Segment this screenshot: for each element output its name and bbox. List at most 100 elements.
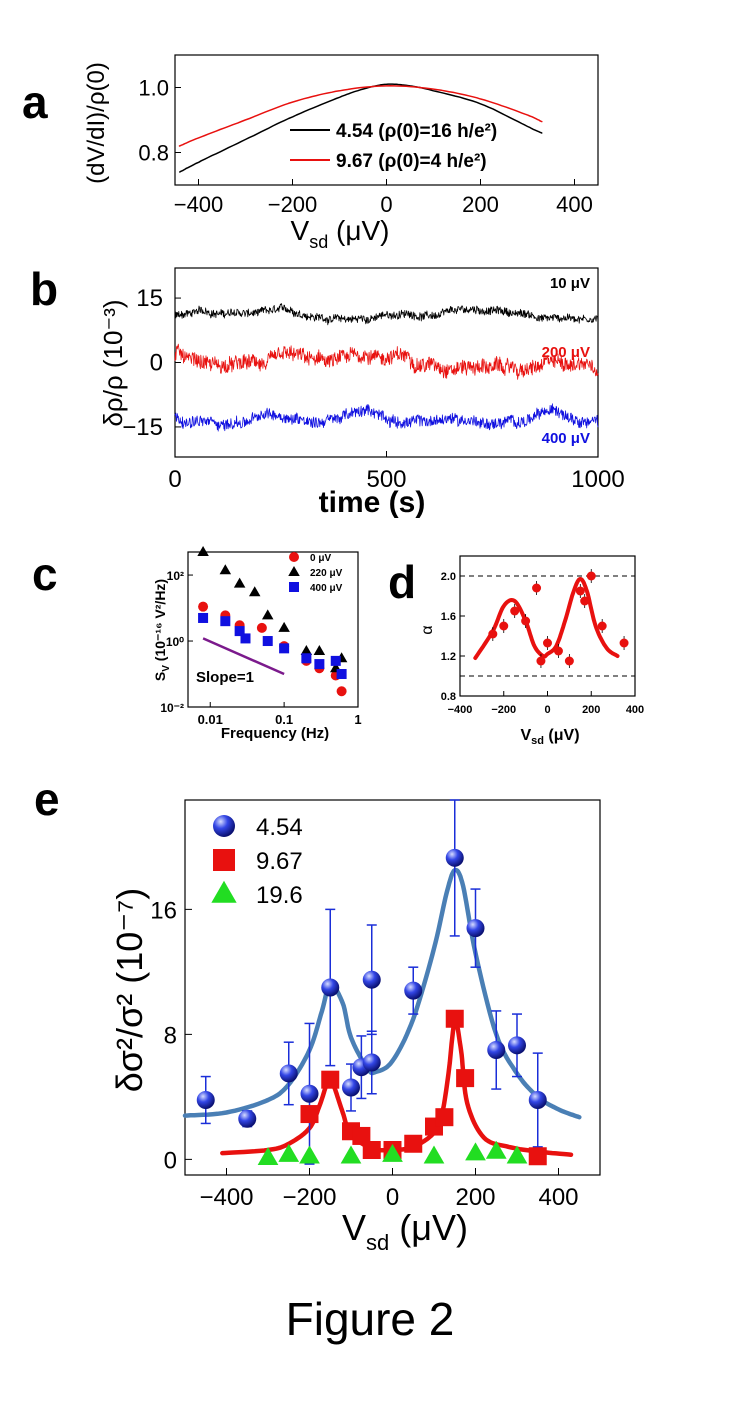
legend-label-0: 4.54 (ρ(0)=16 h/e²) [336,121,497,142]
data-point-2 [382,1143,403,1162]
panel-letter-e: e [34,773,60,825]
data-point-1 [278,621,290,632]
legend-label-2: 19.6 [256,882,303,909]
fit-curve [473,577,620,660]
x-tick-label: 1000 [571,466,624,493]
y-tick-label: 10⁻² [160,701,184,715]
x-tick-label: −200 [268,192,318,217]
x-tick-label: 0.01 [198,712,223,727]
data-point-2 [301,653,312,664]
y-tick-label: −15 [122,414,163,441]
data-point-0 [404,981,423,1000]
y-tick-label: 10² [167,569,184,583]
y-tick-label: 0 [150,350,163,377]
x-tick-label: 200 [582,704,600,716]
data-point-2 [220,616,231,627]
x-tick-label: −400 [199,1184,253,1211]
data-point-2 [314,659,325,670]
data-point-2 [299,1145,320,1164]
data-point-2 [465,1142,486,1161]
y-tick-label: 16 [150,897,177,924]
x-tick-label: 200 [462,192,499,217]
legend-marker-2 [211,880,237,903]
x-tick-label: 0 [168,466,181,493]
panel-letter-b: b [30,263,58,315]
y-tick-label: 0 [164,1147,177,1174]
noise-trace-2 [174,403,599,432]
y-tick-label: 1.6 [441,611,456,623]
y-tick-label: 15 [136,285,163,312]
data-point-0 [198,601,209,612]
noise-trace-0 [174,303,599,326]
panel-letter-d: d [388,556,416,608]
trace-label-1: 200 μV [542,344,590,361]
x-tick-label: −400 [448,704,473,716]
data-point-2 [262,636,273,647]
panel-e-chart: −400 −200 0 200 400 0 8 16 4.54 9.67 19.6 δσ²/σ² (1… [109,799,601,1255]
data-point-0 [321,978,340,997]
data-point [575,586,585,596]
y-axis-label: SV (10⁻¹⁶ V²/Hz) [152,579,172,681]
data-point [532,583,542,593]
data-point-1 [197,546,209,556]
data-point-0 [300,1084,319,1103]
data-point-1 [352,1126,371,1145]
x-axis-label: Vsd (μV) [342,1207,468,1255]
panel-letter-c: c [32,548,58,600]
panel-c-chart: 0.01 0.1 1 10⁻² 10⁰ 10² Slope=1 0 μV 220 μV 400 μ… [152,546,362,742]
series-line-1 [178,85,543,147]
data-point-1 [435,1108,454,1127]
data-point-1 [261,609,274,620]
x-tick-label: 0.1 [275,712,293,727]
data-point-0 [445,848,464,867]
x-tick-label: −200 [491,704,516,716]
data-point-2 [506,1145,528,1164]
legend-label-1: 9.67 [256,848,303,875]
legend-label-1: 9.67 (ρ(0)=4 h/e²) [336,151,487,172]
data-point [536,656,546,666]
data-point-2 [278,1143,300,1162]
legend-label-2: 400 μV [310,583,343,594]
legend-marker-1 [288,566,300,576]
data-point [488,629,498,639]
data-point-0 [362,1053,381,1072]
data-point-2 [240,633,251,644]
data-point-2 [330,655,341,666]
y-tick-label: 1.0 [138,76,169,101]
data-point-2 [336,669,347,680]
legend-marker-2 [289,582,299,592]
data-point [521,616,531,626]
data-point [564,656,574,666]
y-axis-label: δρ/ρ (10⁻³) [98,299,128,426]
fit-curve-0 [182,867,582,1120]
data-point-0 [336,686,347,697]
legend-label-0: 4.54 [256,814,303,841]
slope-line [202,637,285,676]
data-point-2 [423,1145,445,1164]
legend-label-0: 0 μV [310,553,331,564]
data-point-1 [300,644,313,655]
data-point [580,596,590,606]
trace-label-0: 10 μV [550,275,590,292]
y-tick-label: 10⁰ [166,635,184,649]
panel-a-chart: −400 −200 0 200 400 0.8 1.0 4.54 (ρ(0)=16 h/e²)… [83,54,599,252]
data-point-2 [234,626,245,637]
data-point-2 [340,1145,362,1164]
legend-marker-0 [289,552,299,562]
data-point-2 [198,612,209,623]
data-point-1 [219,564,232,575]
x-tick-label: 500 [366,466,406,493]
x-axis-label: Vsd (μV) [520,727,579,747]
x-tick-label: 0 [380,192,392,217]
data-point-1 [362,1141,381,1159]
x-axis-label: time (s) [319,486,426,519]
y-axis-label: α [419,625,436,634]
panel-c-frame [187,551,359,708]
data-point-0 [238,1109,257,1128]
legend-marker-1 [213,849,235,871]
x-tick-label: 200 [455,1184,495,1211]
data-point [553,646,563,656]
y-tick-label: 2.0 [441,571,456,583]
data-point [510,606,520,616]
data-point-0 [256,622,267,633]
